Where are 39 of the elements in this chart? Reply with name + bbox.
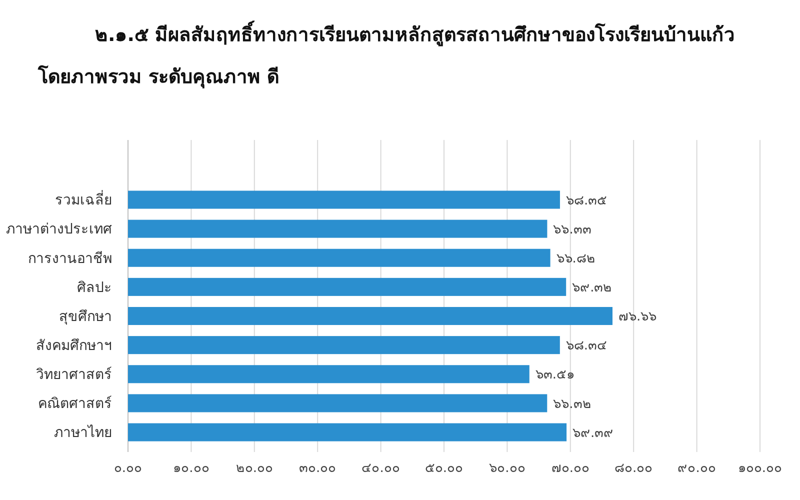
x-tick-label: ๙๐.๐๐	[678, 461, 716, 476]
x-tick-label: ๐.๐๐	[114, 461, 142, 476]
y-tick-label: ภาษาต่างประเทศ	[6, 222, 112, 238]
chart-title: ๒.๑.๕ มีผลสัมฤทธิ์ทางการเรียนตามหลักสูตรสถานศึกษาของโรงเรียนบ้านแก้ว โดยภาพรวม ระดับคุณภาพ ดี	[38, 20, 736, 90]
x-tick-label: ๖๐.๐๐	[489, 461, 526, 476]
x-tick-label: ๑๐.๐๐	[173, 461, 210, 476]
x-tick-label: ๗๐.๐๐	[551, 461, 590, 476]
bar	[128, 248, 550, 267]
data-label: ๖๖.๓๒	[553, 396, 592, 412]
y-tick-label: วิทยาศาสตร์	[36, 366, 112, 384]
x-tick-label: ๒๐.๐๐	[236, 461, 273, 476]
bar	[128, 394, 548, 412]
x-tick-label: ๘๐.๐๐	[614, 461, 653, 476]
x-tick-label: ๓๐.๐๐	[299, 461, 336, 476]
y-tick-label: สุขศึกษา	[59, 308, 112, 325]
bar	[128, 423, 567, 442]
y-tick-label: รวมเฉลี่ย	[55, 190, 112, 209]
y-tick-label: การงานอาชีพ	[28, 250, 112, 267]
x-tick-label: ๑๐๐.๐๐	[738, 461, 782, 476]
x-tick-label: ๕๐.๐๐	[424, 461, 464, 476]
y-tick-label: สังคมศึกษาฯ	[36, 338, 112, 354]
data-label: ๖๖.๘๒	[556, 251, 596, 266]
bar	[128, 220, 548, 238]
data-label: ๖๖.๓๓	[553, 222, 592, 238]
x-tick-label: ๔๐.๐๐	[362, 461, 400, 476]
bar	[128, 365, 530, 384]
data-label: ๖๙.๓๒	[572, 280, 612, 296]
y-tick-label: ภาษาไทย	[54, 424, 112, 442]
data-label: ๖๓.๕๑	[535, 368, 575, 383]
y-tick-label: ศิลปะ	[77, 280, 112, 296]
data-label: ๗๖.๖๖	[618, 310, 657, 325]
bar	[128, 336, 560, 354]
bar	[128, 190, 560, 209]
bar	[128, 278, 566, 296]
data-label: ๖๙.๓๙	[572, 426, 614, 441]
bar	[128, 306, 612, 326]
y-tick-label: คณิตศาสตร์	[38, 395, 112, 412]
data-label: ๖๘.๓๔	[566, 338, 608, 354]
data-label: ๖๘.๓๕	[566, 193, 608, 208]
